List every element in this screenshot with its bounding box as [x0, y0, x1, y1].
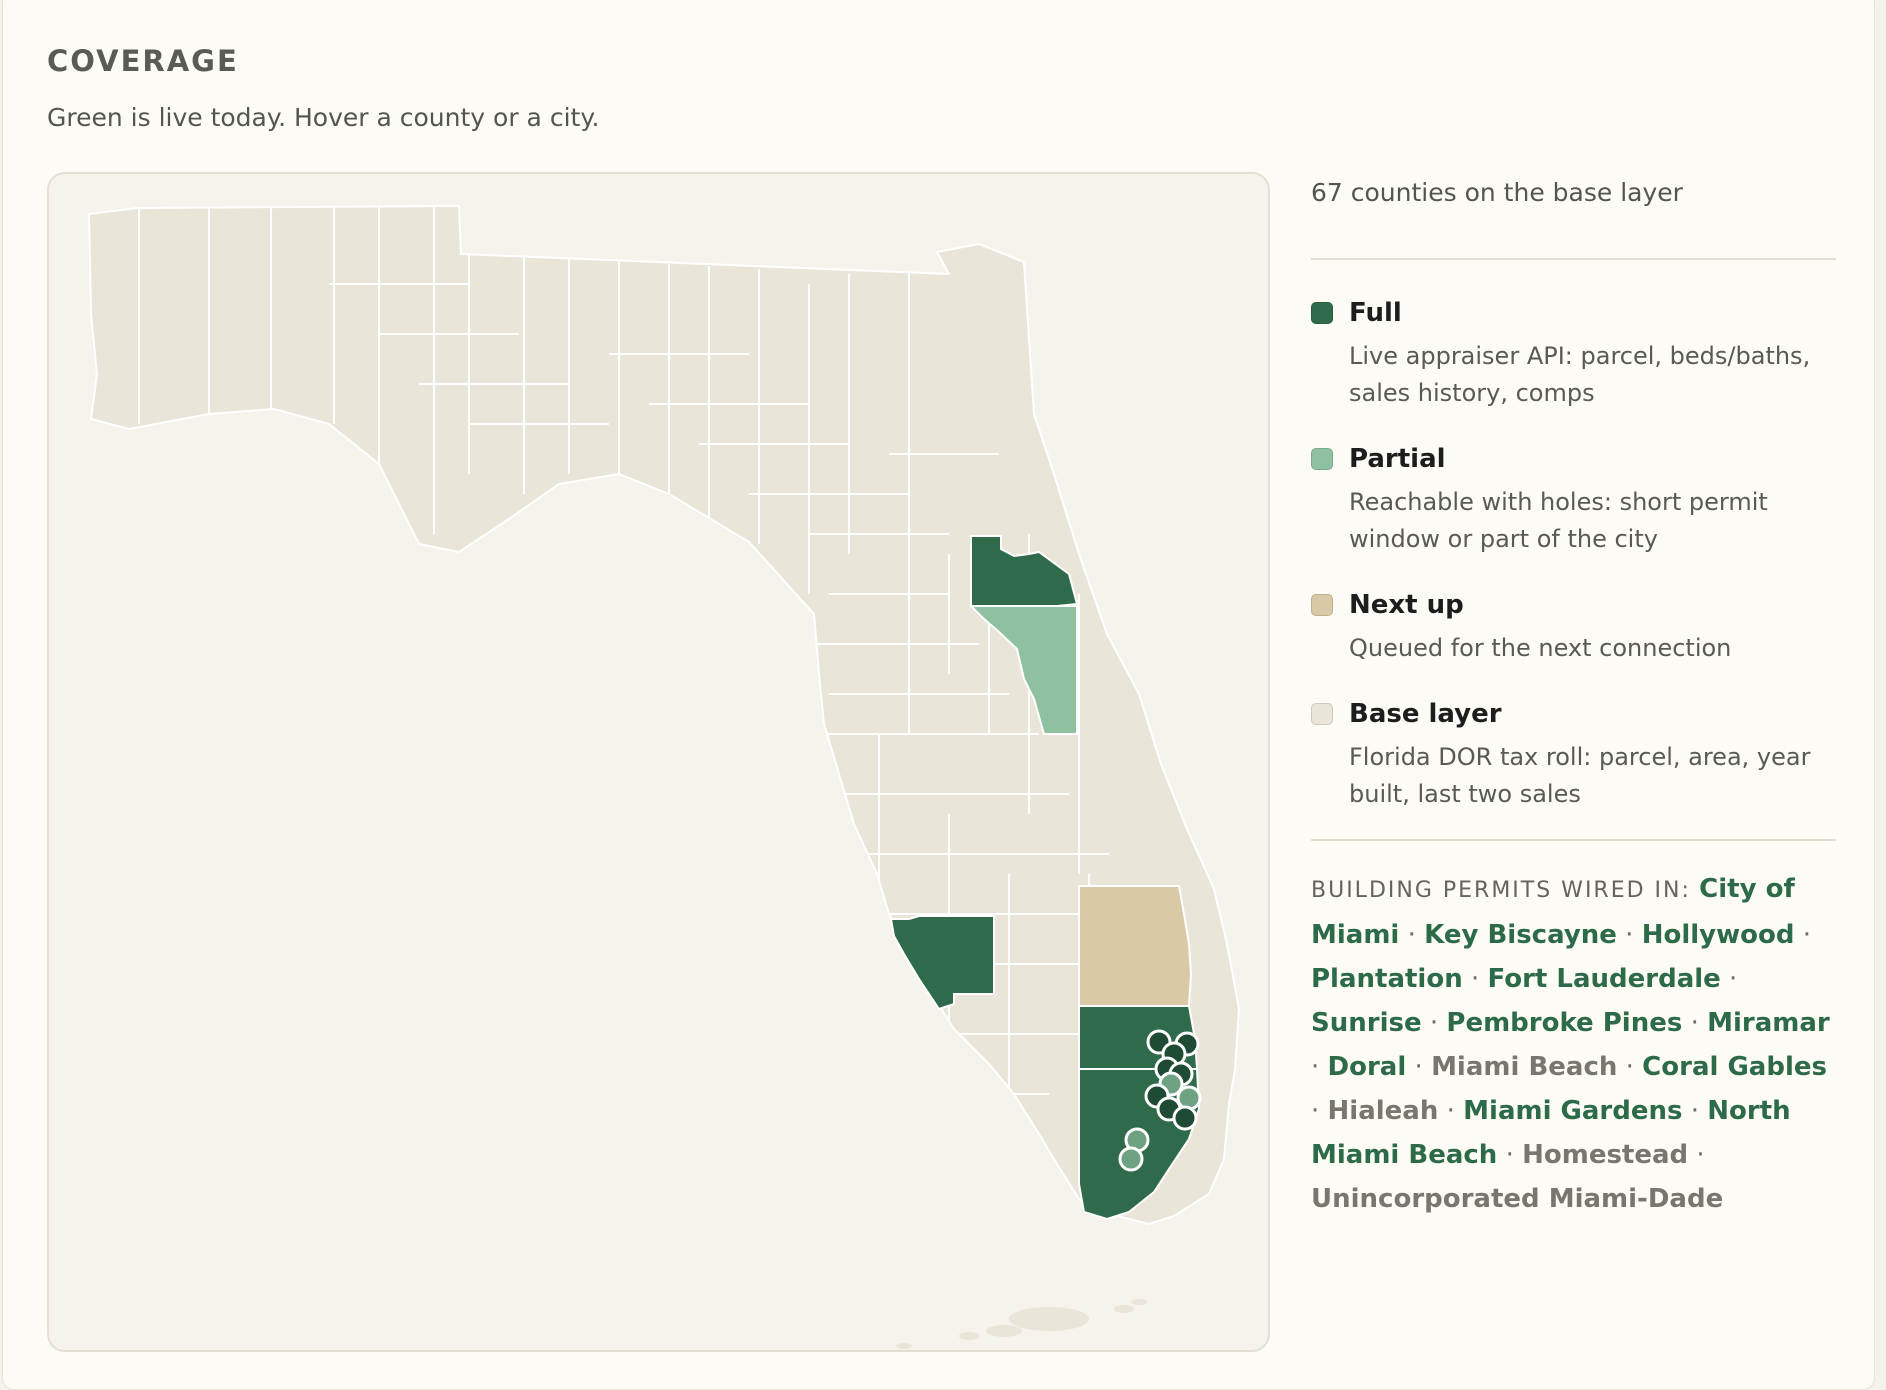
separator-dot: ·	[1616, 920, 1642, 950]
separator-dot: ·	[1688, 1140, 1705, 1170]
osceola-county[interactable]	[968, 605, 1078, 735]
palm-beach-county[interactable]	[1078, 885, 1193, 1007]
city-marker[interactable]	[1118, 1146, 1144, 1172]
permit-city-link[interactable]: City of Miami	[1311, 874, 1795, 950]
permit-city-link[interactable]: Coral Gables	[1642, 1052, 1827, 1082]
map-svg[interactable]	[49, 174, 1270, 1352]
separator-dot: ·	[1399, 920, 1425, 950]
city-marker[interactable]	[1172, 1105, 1198, 1131]
permit-city-link[interactable]: Hialeah	[1327, 1096, 1439, 1126]
base-layer-count: 67 counties on the base layer	[1311, 178, 1683, 207]
legend-item-base-layer: Base layer Florida DOR tax roll: parcel,…	[1311, 693, 1836, 813]
section-title: COVERAGE	[47, 44, 239, 78]
separator-dot: ·	[1682, 1008, 1708, 1038]
legend-swatch-base	[1311, 703, 1333, 725]
permit-city-link[interactable]: Key Biscayne	[1424, 920, 1617, 950]
permit-city-link[interactable]: Pembroke Pines	[1446, 1008, 1683, 1038]
legend-title: Full	[1349, 298, 1402, 328]
legend-swatch-partial	[1311, 448, 1333, 470]
florida-coverage-map[interactable]	[47, 172, 1270, 1352]
legend-description: Queued for the next connection	[1349, 634, 1732, 662]
permit-city-link[interactable]: Unincorporated Miami-Dade	[1311, 1184, 1724, 1214]
legend-title: Partial	[1349, 444, 1446, 474]
permit-city-link[interactable]: North Miami Beach	[1311, 1096, 1791, 1170]
separator-dot: ·	[1794, 920, 1811, 950]
keys-islands	[896, 1299, 1147, 1349]
permits-label: BUILDING PERMITS WIRED IN:	[1311, 878, 1691, 903]
legend-description: Reachable with holes: short permit window…	[1349, 488, 1768, 553]
separator-dot: ·	[1462, 964, 1488, 994]
permit-city-link[interactable]: Hollywood	[1641, 920, 1795, 950]
legend-description: Live appraiser API: parcel, beds/baths, s…	[1349, 342, 1811, 407]
separator-dot: ·	[1311, 1052, 1328, 1082]
legend-title: Base layer	[1349, 699, 1502, 729]
building-permits-list: BUILDING PERMITS WIRED IN: City of Miami…	[1311, 867, 1836, 1221]
separator-dot: ·	[1438, 1096, 1464, 1126]
divider	[1311, 258, 1836, 260]
separator-dot: ·	[1497, 1140, 1523, 1170]
separator-dot: ·	[1406, 1052, 1432, 1082]
legend-item-next-up: Next up Queued for the next connection	[1311, 584, 1836, 667]
separator-dot: ·	[1311, 1096, 1328, 1126]
permit-city-link[interactable]: Plantation	[1311, 964, 1463, 994]
permit-city-link[interactable]: Homestead	[1522, 1140, 1689, 1170]
coverage-legend: Full Live appraiser API: parcel, beds/ba…	[1311, 292, 1836, 813]
divider	[1311, 839, 1836, 841]
section-subtitle: Green is live today. Hover a county or a…	[47, 103, 600, 132]
separator-dot: ·	[1720, 964, 1738, 994]
permit-city-link[interactable]: Doral	[1327, 1052, 1407, 1082]
separator-dot: ·	[1617, 1052, 1643, 1082]
legend-title: Next up	[1349, 590, 1464, 620]
permit-city-link[interactable]: Sunrise	[1311, 1008, 1422, 1038]
permit-city-link[interactable]: Fort Lauderdale	[1487, 964, 1721, 994]
legend-swatch-next-up	[1311, 594, 1333, 616]
permit-city-link[interactable]: Miami Beach	[1431, 1052, 1618, 1082]
legend-description: Florida DOR tax roll: parcel, area, year…	[1349, 743, 1811, 808]
city-marker[interactable]	[1176, 1085, 1202, 1111]
coverage-sidebar: 67 counties on the base layer Full Live …	[1311, 170, 1836, 1221]
permit-city-link[interactable]: Miami Gardens	[1463, 1096, 1683, 1126]
separator-dot: ·	[1421, 1008, 1447, 1038]
separator-dot: ·	[1682, 1096, 1708, 1126]
legend-item-full: Full Live appraiser API: parcel, beds/ba…	[1311, 292, 1836, 412]
permit-city-link[interactable]: Miramar	[1707, 1008, 1830, 1038]
legend-swatch-full	[1311, 302, 1333, 324]
lee-county[interactable]	[889, 915, 995, 1011]
city-markers[interactable]	[1118, 1029, 1202, 1172]
legend-item-partial: Partial Reachable with holes: short perm…	[1311, 438, 1836, 558]
